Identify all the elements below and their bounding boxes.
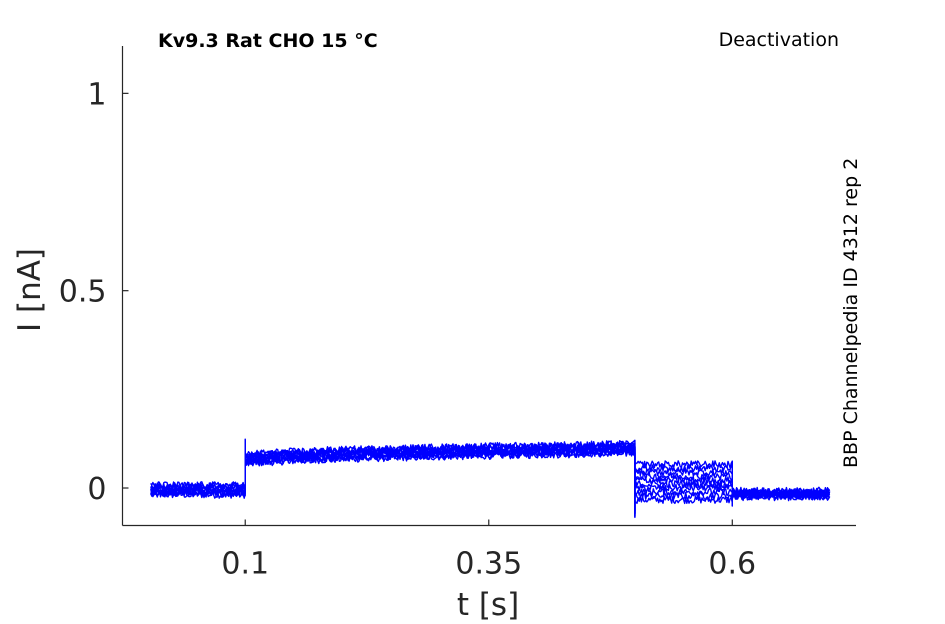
y-tick-label: 0.5: [59, 275, 107, 310]
side-label: BBP Channelpedia ID 4312 rep 2: [840, 158, 862, 468]
x-tick-label: 0.35: [455, 547, 522, 582]
x-axis-label: t [s]: [457, 587, 519, 623]
chart-title: Kv9.3 Rat CHO 15 °C: [158, 30, 378, 52]
x-tick-label: 0.1: [221, 547, 269, 582]
protocol-annotation: Deactivation: [719, 29, 839, 51]
x-tick-label: 0.6: [708, 547, 756, 582]
x-ticks: 0.1 0.35 0.6: [221, 519, 756, 582]
current-trace: [150, 439, 831, 515]
y-tick-label: 1: [87, 77, 106, 112]
current-traces: [150, 438, 831, 519]
y-ticks: 00.51: [59, 77, 129, 507]
current-trace: [150, 441, 831, 518]
y-axis-label: I [nA]: [12, 248, 48, 332]
y-tick-label: 0: [87, 472, 106, 507]
